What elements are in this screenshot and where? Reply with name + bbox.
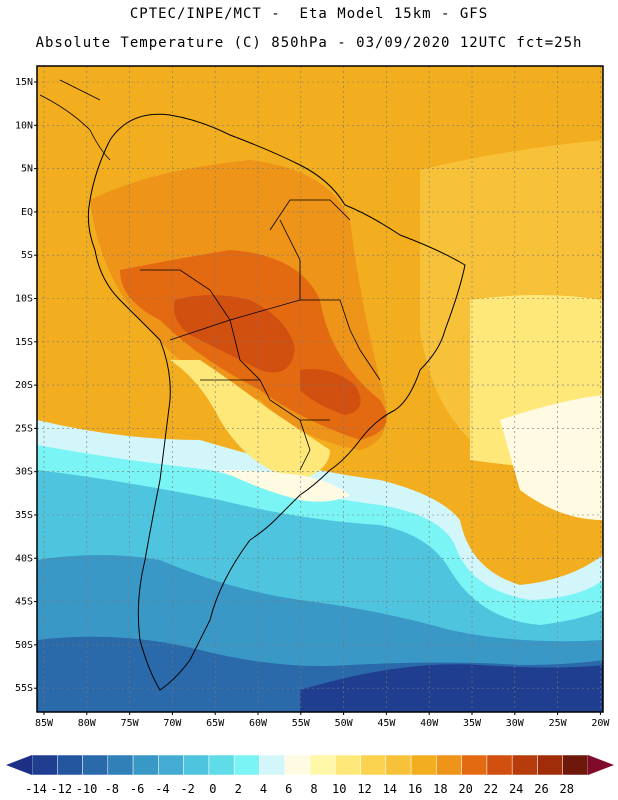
colorbar-box [335,754,361,776]
map-frame [36,65,604,713]
south-america-coastline [87,113,466,691]
colorbar-label: 2 [235,782,242,796]
field-cream-plata [220,470,350,502]
colorbar-box [233,754,260,776]
colorbar-label: -6 [130,782,144,796]
lon-label: 65W [206,718,225,729]
colorbar-label: 4 [260,782,267,796]
lon-label: 30W [506,718,525,729]
colorbar-box [410,754,437,776]
lon-label: 40W [420,718,439,729]
lat-label: 25S [15,423,33,434]
colorbar-box [107,754,134,776]
colorbar-box [132,754,159,776]
colorbar-box [183,754,210,776]
country-borders [140,199,381,471]
lon-label: 60W [249,718,268,729]
colorbar-box [82,754,109,776]
lat-label: 20S [15,380,33,391]
lat-label: 50S [15,640,33,651]
colorbar-label: 28 [560,782,574,796]
colorbar-label: 24 [509,782,523,796]
colorbar-label: -12 [50,782,72,796]
caribbean-coast [39,79,111,161]
colorbar-box [57,754,83,776]
lon-label: 70W [163,718,182,729]
lon-label: 20W [591,718,610,729]
lon-label: 50W [335,718,354,729]
colorbar-box [511,754,538,776]
colorbar-label: 16 [408,782,422,796]
colorbar-box [486,754,513,776]
lat-label: 15S [15,337,33,348]
colorbar-box [385,754,412,776]
colorbar-box [537,754,563,776]
colorbar-box [309,754,336,776]
colorbar-label: -14 [25,782,47,796]
lat-label: 45S [15,597,33,608]
colorbar-box [461,754,488,776]
colorbar-box [436,754,462,776]
lat-label: 30S [15,467,33,478]
colorbar-label: 20 [458,782,472,796]
map-title-line2: Absolute Temperature (C) 850hPa - 03/09/… [35,35,583,51]
colorbar-label: 8 [310,782,317,796]
colorbar-label: 26 [534,782,548,796]
lon-label: 55W [292,718,311,729]
field-cream-east [500,395,603,520]
temperature-field [37,66,603,712]
lat-label: 40S [15,553,33,564]
field-deep-cold [300,664,603,712]
colorbar-box [360,754,387,776]
lon-label: 75W [121,718,140,729]
colorbar-box [562,754,589,776]
colorbar-box [259,754,285,776]
lon-label: 80W [78,718,97,729]
lat-label: 10S [15,294,33,305]
colorbar-box [284,754,311,776]
lat-label: EQ [21,207,33,218]
colorbar: -14 -12 -10 -8 -6 -4 -2 0 2 4 6 8 10 12 14 16 18 20 22 24 26… [6,754,614,796]
colorbar-label: 0 [209,782,216,796]
colorbar-labels: -14 -12 -10 -8 -6 -4 -2 0 2 4 6 8 10 12 14 16 18 20 22 24 26… [25,782,574,796]
graticule [37,66,603,712]
map-title-line1: CPTEC/INPE/MCT - Eta Model 15km - GFS [129,6,489,22]
colorbar-low-arrow [6,755,32,775]
colorbar-label: 12 [357,782,371,796]
latitude-labels: 15N 10N 5N EQ 5S 10S 15S 20S 25S 30S 35S 40S 45S 50S 5… [15,77,37,694]
lat-label: 5N [21,164,33,175]
lon-label: 85W [35,718,54,729]
colorbar-boxes [31,754,589,776]
colorbar-box [31,754,58,776]
colorbar-label: 22 [484,782,498,796]
map-panel: 15N 10N 5N EQ 5S 10S 15S 20S 25S 30S 35S 40S 45S 50S 5… [15,65,610,729]
colorbar-label: 18 [433,782,447,796]
lat-label: 15N [15,77,33,88]
lat-label: 10N [15,120,33,131]
coastline [39,79,466,691]
lon-label: 35W [463,718,482,729]
lon-label: 45W [377,718,396,729]
field-hottest-core-2 [300,369,361,415]
lat-label: 55S [15,683,33,694]
colorbar-label: -4 [155,782,169,796]
lat-label: 5S [21,250,33,261]
field-hottest-core [174,295,295,373]
colorbar-label: 10 [332,782,346,796]
colorbar-label: -2 [180,782,194,796]
lat-label: 35S [15,510,33,521]
colorbar-label: -10 [76,782,98,796]
field-yellow-andes [170,360,330,480]
colorbar-label: 6 [285,782,292,796]
colorbar-box [208,754,235,776]
lon-label: 25W [549,718,568,729]
longitude-labels: 85W 80W 75W 70W 65W 60W 55W 50W 45W 40W 35W 30W 25W 2… [35,712,610,729]
colorbar-label: 14 [383,782,397,796]
colorbar-label: -8 [105,782,119,796]
colorbar-box [158,754,184,776]
colorbar-high-arrow [588,755,614,775]
